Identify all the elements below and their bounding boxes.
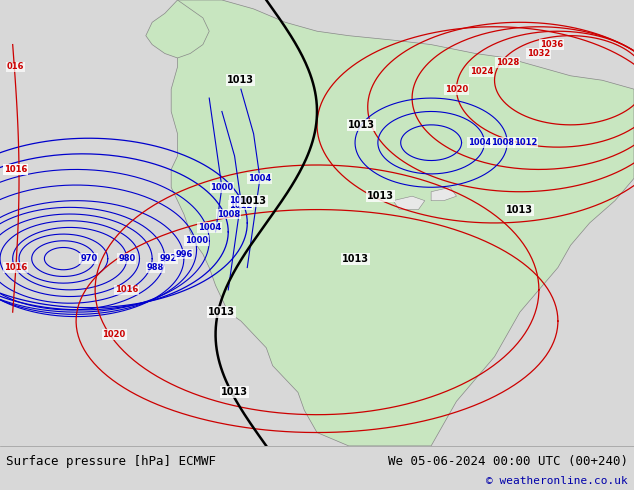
Text: 1036: 1036	[540, 40, 563, 49]
Text: 1012: 1012	[514, 138, 537, 147]
Polygon shape	[171, 0, 634, 446]
Text: 1028: 1028	[496, 58, 519, 67]
Text: 1000: 1000	[185, 236, 208, 245]
Text: 992: 992	[159, 254, 177, 263]
Text: 1020: 1020	[445, 85, 468, 94]
Text: 1013: 1013	[221, 388, 248, 397]
Text: 1013: 1013	[348, 120, 375, 130]
Text: 1008: 1008	[217, 210, 240, 219]
Text: 980: 980	[118, 254, 136, 263]
Text: 1024: 1024	[470, 67, 493, 76]
Polygon shape	[146, 0, 209, 58]
Text: 1000: 1000	[210, 183, 233, 192]
Text: 1016: 1016	[4, 165, 27, 174]
Text: 1013: 1013	[228, 75, 254, 85]
Text: 1016: 1016	[4, 263, 27, 272]
Text: Surface pressure [hPa] ECMWF: Surface pressure [hPa] ECMWF	[6, 455, 216, 468]
Text: 016: 016	[7, 62, 25, 72]
Text: 1016: 1016	[4, 165, 27, 174]
Text: 1004: 1004	[249, 174, 271, 183]
Text: 1013: 1013	[367, 191, 394, 201]
Text: 1013: 1013	[209, 307, 235, 317]
Polygon shape	[393, 196, 425, 210]
Text: 1012: 1012	[230, 200, 252, 210]
Text: We 05-06-2024 00:00 UTC (00+240): We 05-06-2024 00:00 UTC (00+240)	[387, 455, 628, 468]
Text: 996: 996	[175, 250, 193, 259]
Polygon shape	[431, 187, 456, 201]
Text: 1004: 1004	[468, 138, 491, 147]
Text: 970: 970	[80, 254, 98, 263]
Text: 1013: 1013	[240, 196, 267, 206]
Text: 1013: 1013	[507, 204, 533, 215]
Text: 988: 988	[146, 263, 164, 272]
Text: 1004: 1004	[198, 223, 221, 232]
Text: 1016: 1016	[115, 285, 138, 294]
Text: 1008: 1008	[491, 138, 514, 147]
Text: 1032: 1032	[527, 49, 550, 58]
Text: 1008: 1008	[230, 196, 252, 205]
Text: 1013: 1013	[342, 254, 368, 264]
Text: 1020: 1020	[103, 330, 126, 339]
Text: © weatheronline.co.uk: © weatheronline.co.uk	[486, 476, 628, 486]
